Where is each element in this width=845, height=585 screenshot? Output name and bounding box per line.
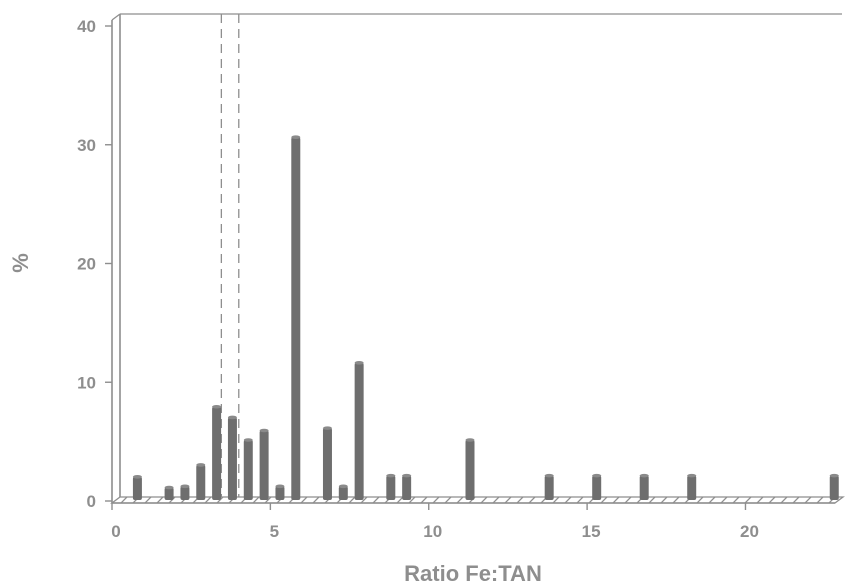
hatched-floor xyxy=(110,496,845,504)
y-axis-title: % xyxy=(8,253,33,273)
bar-cap xyxy=(259,428,269,433)
bar-cap xyxy=(291,135,301,139)
bar-cap xyxy=(687,473,697,478)
bar-6 xyxy=(227,415,237,500)
y-tick-label: 30 xyxy=(77,136,96,155)
bar-front xyxy=(829,475,839,500)
bar-cap xyxy=(544,473,554,478)
bar-18 xyxy=(592,473,602,500)
x-tick-label: 10 xyxy=(423,522,442,541)
bar-cap xyxy=(132,475,142,479)
bar-cap xyxy=(386,473,396,478)
bar-3 xyxy=(180,484,190,500)
x-tick-label: 5 xyxy=(270,522,279,541)
bar-cap xyxy=(354,361,364,365)
bar-front xyxy=(275,486,285,500)
reference-lines xyxy=(220,14,240,497)
bar-front xyxy=(180,486,190,500)
bar-front xyxy=(227,417,237,500)
bar-15 xyxy=(402,473,412,500)
y-tick-label: 10 xyxy=(77,373,96,392)
y-tick-label: 20 xyxy=(77,255,96,274)
bar-5 xyxy=(212,404,222,500)
bar-cap xyxy=(227,415,237,420)
bars xyxy=(132,135,839,500)
bar-front xyxy=(338,486,348,500)
bar-cap xyxy=(592,473,602,478)
bar-front xyxy=(196,464,206,500)
bar-12 xyxy=(338,484,348,500)
bar-cap xyxy=(402,473,412,478)
bar-2 xyxy=(164,485,174,500)
bar-front xyxy=(465,440,475,500)
bar-front xyxy=(544,475,554,500)
bar-14 xyxy=(386,473,396,500)
bar-cap xyxy=(275,484,285,489)
bar-cap xyxy=(243,438,253,442)
bar-cap xyxy=(322,426,332,430)
x-axis-title: Ratio Fe:TAN xyxy=(404,561,542,585)
bar-front xyxy=(164,487,174,500)
bar-front xyxy=(243,440,253,500)
bar-16 xyxy=(465,438,475,500)
y-tick-label: 40 xyxy=(77,17,96,36)
x-tick-label: 15 xyxy=(582,522,601,541)
y-tick-label: 0 xyxy=(87,492,96,511)
bar-front xyxy=(291,137,301,500)
y-axis-ticks: 0 10 20 30 40 xyxy=(77,17,112,511)
bar-21 xyxy=(829,473,839,500)
bar-front xyxy=(132,476,142,500)
x-axis-ticks: 0 5 10 15 20 xyxy=(111,503,759,541)
bar-front xyxy=(386,475,396,500)
bar-cap xyxy=(196,463,206,467)
bar-8 xyxy=(259,428,269,500)
bar-cap xyxy=(338,484,348,489)
bar-cap xyxy=(212,404,222,409)
bar-cap xyxy=(639,473,649,478)
bar-11 xyxy=(322,426,332,500)
bar-cap xyxy=(829,473,839,478)
bar-7 xyxy=(243,438,253,500)
bar-17 xyxy=(544,473,554,500)
bar-10 xyxy=(291,135,301,500)
bar-front xyxy=(212,406,222,500)
bar-front xyxy=(639,475,649,500)
bar-front xyxy=(259,430,269,500)
bar-19 xyxy=(639,473,649,500)
bar-20 xyxy=(687,473,697,500)
x-tick-label: 0 xyxy=(111,522,120,541)
axes xyxy=(111,13,842,504)
floor-strip xyxy=(110,496,845,504)
bar-4 xyxy=(196,463,206,500)
bar-cap xyxy=(164,485,174,490)
bar-front xyxy=(687,475,697,500)
bar-9 xyxy=(275,484,285,500)
x-tick-label: 20 xyxy=(740,522,759,541)
bar-13 xyxy=(354,361,364,500)
bar-cap xyxy=(465,438,475,442)
bar-front xyxy=(322,428,332,500)
bar-1 xyxy=(132,475,142,500)
bar-front xyxy=(402,475,412,500)
bar-front xyxy=(354,362,364,500)
bar-cap xyxy=(180,484,190,489)
bar-front xyxy=(592,475,602,500)
top-depth-edge xyxy=(111,13,121,21)
